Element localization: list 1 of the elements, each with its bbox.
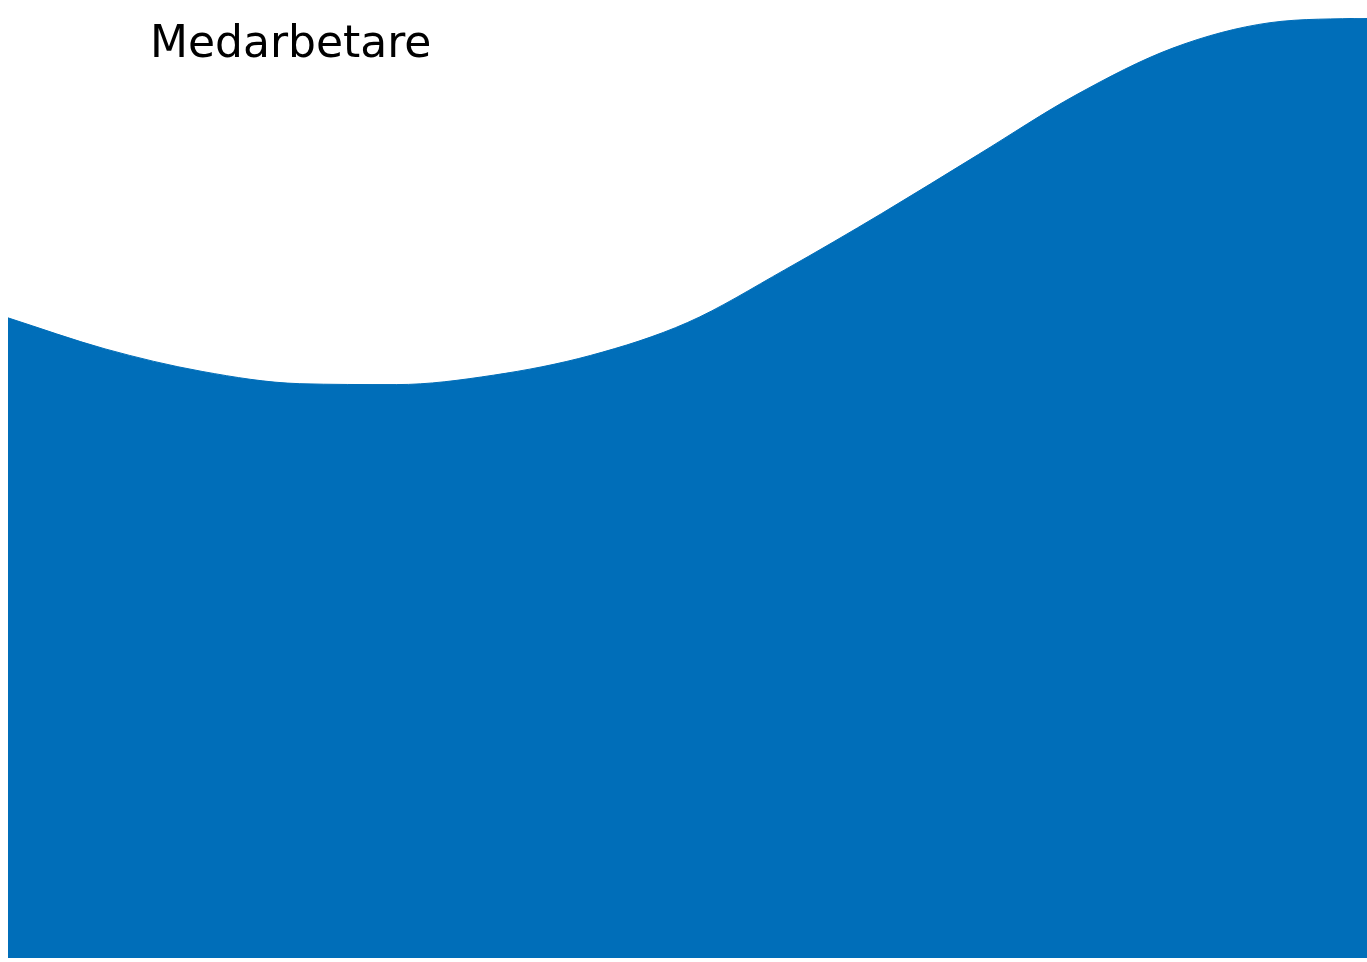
chart-title: Medarbetare bbox=[150, 16, 432, 67]
